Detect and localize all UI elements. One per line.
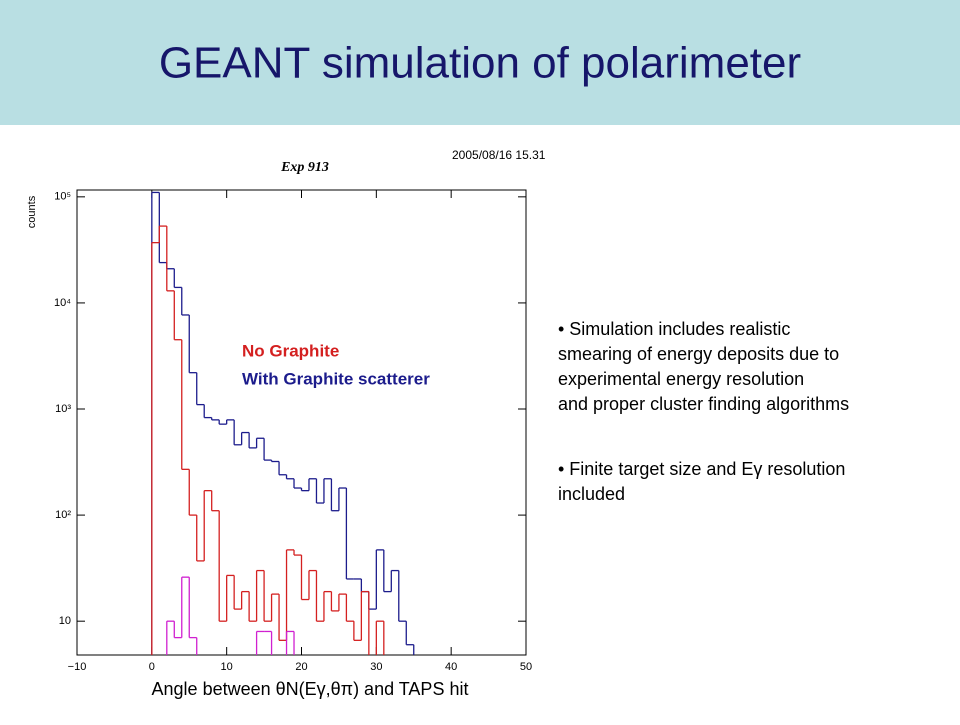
x-tick-label: 20 [295, 661, 307, 673]
bullet-text: included [558, 484, 625, 504]
x-axis-label: Angle between θN(Eγ,θπ) and TAPS hit [152, 679, 469, 699]
x-tick-label: 30 [370, 661, 382, 673]
bullet-text: experimental energy resolution [558, 369, 804, 389]
y-tick-label: 10³ [55, 403, 71, 415]
slide-title: GEANT simulation of polarimeter [159, 39, 801, 88]
legend-entry: With Graphite scatterer [242, 369, 430, 388]
y-tick-label: 10 [59, 615, 71, 627]
legend-entry: No Graphite [242, 341, 339, 360]
x-tick-label: 50 [520, 661, 532, 673]
y-tick-label: 10² [55, 509, 71, 521]
bullet-text: • Finite target size and Eγ resolution [558, 459, 845, 479]
bullet-text: • Simulation includes realistic [558, 319, 790, 339]
bullet-text: and proper cluster finding algorithms [558, 394, 849, 414]
chart-title: Exp 913 [280, 160, 329, 175]
y-tick-label: 10⁴ [54, 297, 71, 309]
bullet-text: smearing of energy deposits due to [558, 344, 839, 364]
x-tick-label: −10 [68, 661, 87, 673]
bullet-list: • Simulation includes realistic smearing … [558, 319, 849, 504]
y-tick-label: 10⁵ [54, 191, 71, 203]
x-tick-label: 40 [445, 661, 457, 673]
chart-subtitle: 2005/08/16 15.31 [452, 148, 546, 162]
x-tick-label: 0 [149, 661, 155, 673]
y-axis-label: counts [26, 195, 38, 228]
x-tick-label: 10 [221, 661, 233, 673]
header-band [0, 0, 960, 125]
